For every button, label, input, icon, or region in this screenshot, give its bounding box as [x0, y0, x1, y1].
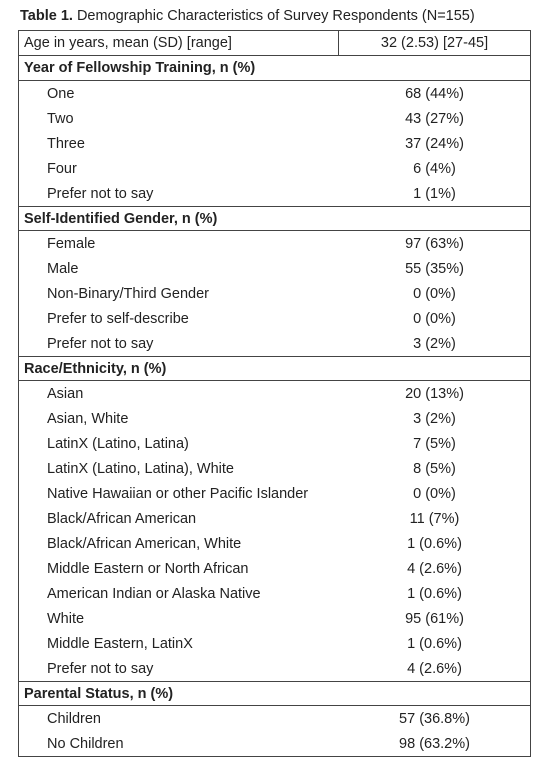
cell-value: 1 (0.6%) — [407, 635, 462, 652]
cell-value: 32 (2.53) [27-45] — [380, 35, 489, 51]
data-row: American Indian or Alaska Native 1 (0.6%) — [19, 581, 530, 606]
cell-value: 0 (0%) — [413, 485, 456, 502]
data-row: Children 57 (36.8%) — [19, 706, 530, 731]
cell-value: 0 (0%) — [413, 310, 456, 327]
data-row: Prefer not to say 1 (1%) — [19, 181, 530, 206]
data-row: Three 37 (24%) — [19, 131, 530, 156]
cell-label: Prefer to self-describe — [47, 310, 189, 327]
cell-label: Prefer not to say — [47, 335, 154, 352]
cell-label: Middle Eastern or North African — [47, 560, 249, 577]
cell-label: Four — [47, 160, 77, 177]
cell-value: 7 (5%) — [413, 435, 456, 452]
section-heading: Year of Fellowship Training, n (%) — [19, 56, 530, 81]
cell-value: 1 (1%) — [413, 185, 456, 202]
section-heading: Self-Identified Gender, n (%) — [19, 206, 530, 231]
data-row: Asian, White 3 (2%) — [19, 406, 530, 431]
data-row: No Children 98 (63.2%) — [19, 731, 530, 756]
data-row: LatinX (Latino, Latina) 7 (5%) — [19, 431, 530, 456]
cell-label: Three — [47, 135, 85, 152]
cell-label: Black/African American — [47, 510, 197, 527]
cell-value: 97 (63%) — [405, 235, 464, 252]
cell-value: 43 (27%) — [405, 110, 464, 127]
cell-value: 0 (0%) — [413, 285, 456, 302]
data-row: Native Hawaiian or other Pacific Islande… — [19, 481, 530, 506]
data-row: Four 6 (4%) — [19, 156, 530, 181]
cell-value: 8 (5%) — [413, 460, 456, 477]
cell-value: 11 (7%) — [409, 510, 460, 527]
cell-label: One — [47, 85, 75, 102]
cell-label: Prefer not to say — [47, 185, 154, 202]
data-row: Middle Eastern or North African 4 (2.6%) — [19, 556, 530, 581]
table-caption: Table 1. Demographic Characteristics of … — [20, 8, 475, 24]
cell-value: 1 (0.6%) — [407, 585, 462, 602]
cell-value: 55 (35%) — [405, 260, 464, 277]
cell-label: No Children — [47, 735, 124, 752]
cell-label: Two — [47, 110, 74, 127]
caption-label: Table 1. — [20, 8, 73, 24]
data-row: Middle Eastern, LatinX 1 (0.6%) — [19, 631, 530, 656]
cell-value: 68 (44%) — [405, 85, 464, 102]
data-row: Black/African American 11 (7%) — [19, 506, 530, 531]
data-row: Female 97 (63%) — [19, 231, 530, 256]
cell-label: Middle Eastern, LatinX — [47, 635, 193, 652]
cell-value: 3 (2%) — [413, 410, 456, 427]
data-row: Prefer not to say 3 (2%) — [19, 331, 530, 356]
section-heading: Race/Ethnicity, n (%) — [19, 356, 530, 381]
cell-label: Female — [47, 235, 96, 252]
data-row: White 95 (61%) — [19, 606, 530, 631]
cell-label: American Indian or Alaska Native — [47, 585, 261, 602]
table: Age in years, mean (SD) [range] 32 (2.53… — [18, 30, 531, 757]
cell-label: Non-Binary/Third Gender — [47, 285, 209, 302]
cell-value: 37 (24%) — [405, 135, 464, 152]
data-row: Male 55 (35%) — [19, 256, 530, 281]
cell-value: 3 (2%) — [413, 335, 456, 352]
cell-label: Native Hawaiian or other Pacific Islande… — [47, 485, 309, 502]
cell-value: 20 (13%) — [405, 385, 464, 402]
section-heading: Parental Status, n (%) — [19, 681, 530, 706]
cell-label: Age in years, mean (SD) [range] — [19, 31, 339, 55]
data-row: Asian 20 (13%) — [19, 381, 530, 406]
cell-label: Asian, White — [47, 410, 129, 427]
data-row: Prefer not to say 4 (2.6%) — [19, 656, 530, 681]
data-row: LatinX (Latino, Latina), White 8 (5%) — [19, 456, 530, 481]
cell-value: 95 (61%) — [405, 610, 464, 627]
cell-label: Male — [47, 260, 79, 277]
caption-text: Demographic Characteristics of Survey Re… — [76, 8, 475, 24]
summary-row: Age in years, mean (SD) [range] 32 (2.53… — [19, 31, 530, 56]
cell-label: Black/African American, White — [47, 535, 242, 552]
data-row: Non-Binary/Third Gender 0 (0%) — [19, 281, 530, 306]
cell-value: 98 (63.2%) — [399, 735, 470, 752]
cell-value: 6 (4%) — [413, 160, 456, 177]
cell-label: LatinX (Latino, Latina), White — [47, 460, 234, 477]
data-row: Black/African American, White 1 (0.6%) — [19, 531, 530, 556]
cell-value: 1 (0.6%) — [407, 535, 462, 552]
cell-label: Children — [47, 710, 101, 727]
cell-label: LatinX (Latino, Latina) — [47, 435, 189, 452]
cell-label: Asian — [47, 385, 84, 402]
data-row: One 68 (44%) — [19, 81, 530, 106]
cell-value: 4 (2.6%) — [407, 560, 462, 577]
cell-label: Prefer not to say — [47, 660, 154, 677]
data-row: Two 43 (27%) — [19, 106, 530, 131]
cell-value: 57 (36.8%) — [399, 710, 470, 727]
cell-label: White — [47, 610, 85, 627]
data-row: Prefer to self-describe 0 (0%) — [19, 306, 530, 331]
cell-value: 4 (2.6%) — [407, 660, 462, 677]
